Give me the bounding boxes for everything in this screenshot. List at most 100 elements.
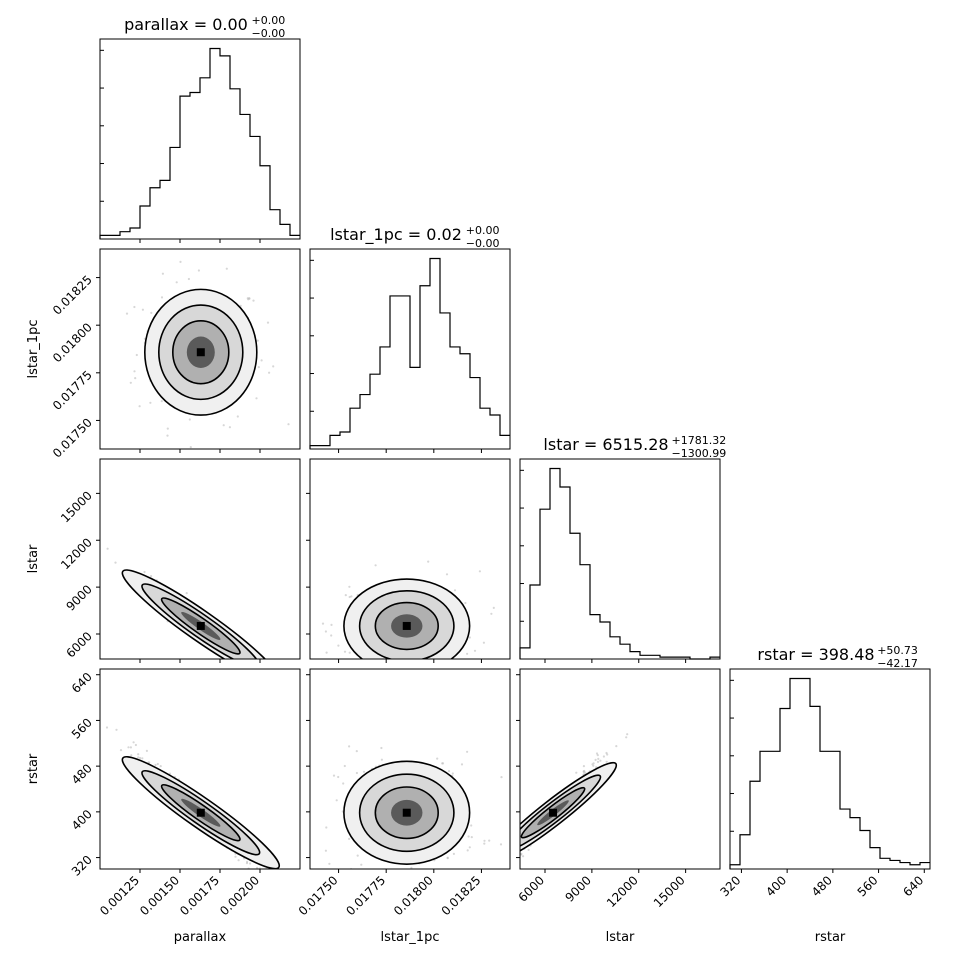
sample-point [384,877,386,879]
sample-point [228,426,231,429]
sample-point [272,365,275,368]
sample-point [602,755,606,758]
sample-point [488,883,490,885]
panel-title-text: lstar = 6515.28 [543,435,668,454]
panel-title-plus: +0.00 [466,224,500,237]
sample-point [303,598,305,600]
sample-point [188,418,191,421]
panel-title-minus: −0.00 [252,27,286,40]
sample-point [485,884,487,886]
sample-point [141,757,144,760]
sample-point [252,666,254,668]
sample-point [488,839,491,842]
x-tick-label: 0.00125 [97,873,142,918]
sample-point [582,765,586,768]
sample-point [401,665,403,667]
histogram-outline [519,467,720,660]
sample-point [268,371,271,374]
sample-point [363,670,365,672]
sample-point [515,849,517,851]
joint-content [324,745,503,879]
y-tick-label: 15000 [58,488,95,525]
sample-point [189,446,192,449]
sample-point [328,862,331,865]
sample-point [246,860,249,863]
sample-point [596,754,599,757]
y-tick-label: 12000 [58,535,95,572]
sample-point [236,415,239,418]
joint-content [303,560,495,735]
panel-frame [309,458,511,660]
sample-point [150,311,153,314]
sample-point [133,370,136,373]
sample-point [259,675,261,677]
panel-frame [99,38,301,240]
sample-point [517,853,519,855]
x-axis-label-parallax: parallax [174,930,227,945]
panel-title-lstar: lstar = 6515.28 +1781.32−1300.99 [543,434,726,460]
sample-point [378,662,380,664]
sample-point [380,746,383,750]
sample-point [257,366,260,369]
sample-point [355,750,358,753]
density-peak [549,808,558,817]
panel-frame [309,668,511,870]
panel-frame [99,458,301,660]
sample-point [500,776,503,779]
sample-point [289,699,291,701]
x-tick-label: 480 [809,873,835,899]
x-tick-label: 0.00175 [177,873,222,918]
y-tick-label: 9000 [63,582,94,613]
sample-point [441,762,445,765]
sample-point [374,564,377,567]
sample-point [222,424,225,427]
x-tick-label: 12000 [604,873,641,910]
sample-point [197,269,200,272]
sample-point [615,745,618,748]
sample-point [380,758,383,761]
sample-point [460,763,464,766]
sample-point [175,281,178,284]
sample-point [156,762,159,766]
sample-point [591,763,594,766]
sample-point [324,630,327,633]
sample-point [143,570,146,574]
panel-frame [519,458,721,660]
sample-point [436,757,439,760]
sample-point [246,297,249,300]
sample-point [125,312,129,315]
sample-point [129,381,132,384]
joint-panel-lstar_1pc-lstar [303,560,495,735]
sample-point [258,670,260,672]
x-tick-label: 0.00150 [137,873,182,918]
joint-panel-lstar_1pc-rstar [324,745,503,879]
sample-point [266,321,270,324]
y-tick-label: 560 [69,715,95,741]
sample-point [166,434,169,437]
sample-point [325,651,328,654]
sample-point [596,760,600,764]
x-tick-label: 0.01750 [296,873,341,918]
sample-point [287,423,290,426]
sample-point [511,859,513,861]
sample-point [330,623,333,627]
sample-point [418,872,420,874]
sample-point [481,892,483,894]
sample-point [358,680,360,682]
sample-point [397,876,399,878]
sample-point [256,866,259,869]
sample-point [467,835,470,838]
sample-point [337,775,340,779]
sample-point [360,863,363,866]
x-tick-label: 400 [763,873,789,899]
sample-point [385,733,387,735]
sample-point [375,663,377,665]
sample-point [343,650,347,653]
sample-point [594,758,597,762]
sample-point [343,764,346,768]
sample-point [464,601,467,605]
sample-point [160,296,164,299]
sample-point [187,277,190,281]
histogram-outline [309,257,510,449]
